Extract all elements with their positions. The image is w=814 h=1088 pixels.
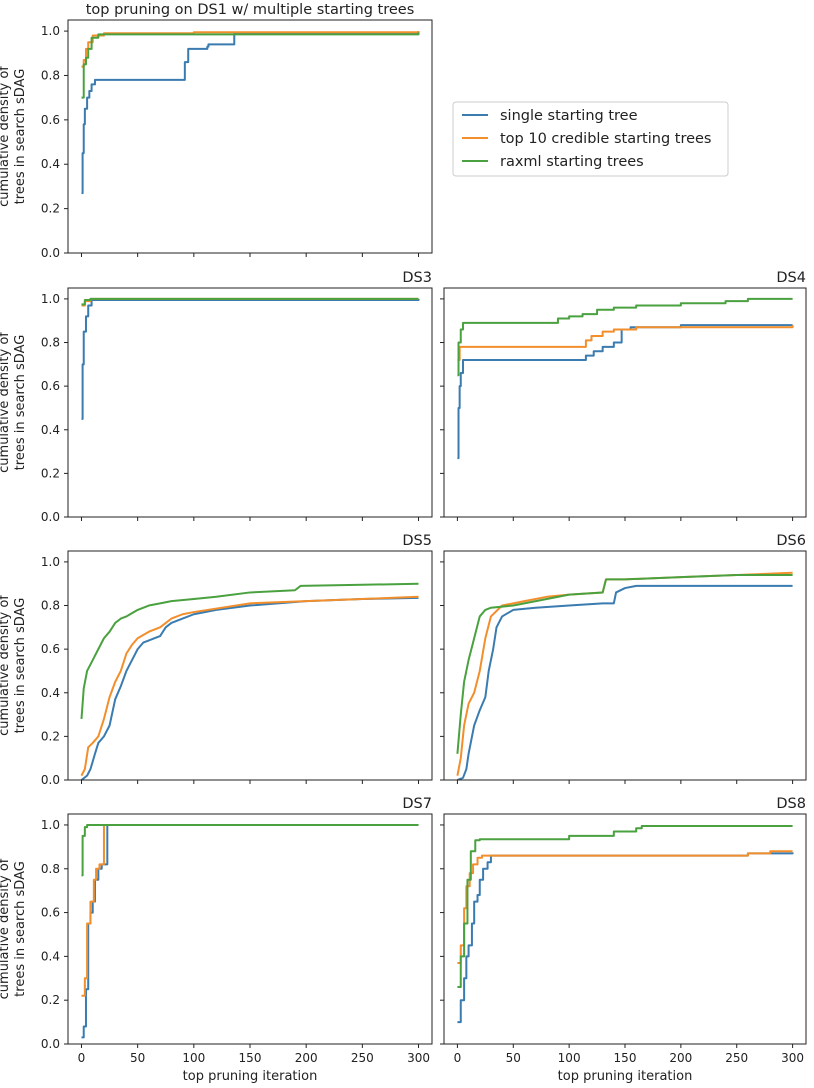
y-tick-label: 0.8	[41, 599, 60, 613]
panel-ds3: 0.0 0.2 0.4 0.6 0.8 1.0 DS3 cumulative density …	[0, 270, 433, 524]
y-axis-label-ds1: cumulative density oftrees in search sDA…	[0, 66, 28, 207]
x-tick-label: 200	[295, 1051, 318, 1065]
legend-label-single: single starting tree	[500, 108, 638, 124]
panel-ds4: DS4	[440, 270, 807, 521]
panel-title-ds5: DS5	[402, 533, 432, 549]
y-tick-label: 0.4	[41, 949, 60, 963]
panel-title-ds3: DS3	[402, 270, 432, 286]
panel-title-ds6: DS6	[776, 533, 806, 549]
series-single-line-ds3	[81, 298, 420, 420]
series-raxml-line-ds3	[81, 297, 419, 306]
x-tick-label: 250	[725, 1051, 748, 1065]
series-raxml-line-ds8	[457, 825, 793, 989]
x-axis-label-ds8: top pruning iteration	[558, 1069, 693, 1084]
series-single-line-ds7	[81, 823, 419, 1039]
panel-ds5: 0.0 0.2 0.4 0.6 0.8 1.0 DS5 cumulative density …	[0, 533, 433, 787]
series-single-line-ds5	[80, 596, 419, 780]
series-single-line-ds1	[81, 31, 420, 195]
legend: single starting tree top 10 credible sta…	[452, 101, 729, 177]
y-tick-label: 0.0	[41, 1037, 60, 1051]
y-tick-label: 1.0	[41, 24, 60, 38]
y-tick-label: 0.4	[41, 686, 60, 700]
x-tick-label: 150	[239, 1051, 262, 1065]
series-single-line-ds8	[457, 852, 794, 1024]
series-raxml-line-ds5	[80, 582, 419, 720]
panel-ds1: 0.0 0.2 0.4 0.6 0.8 1.0 top pruning on DS1 w/ …	[0, 2, 433, 260]
axes-frame-ds8	[443, 813, 807, 1045]
y-tick-label: 0.6	[41, 906, 60, 920]
series-top10-line-ds4	[457, 325, 794, 361]
y-tick-label: 0.6	[41, 379, 60, 393]
panel-title-ds7: DS7	[402, 796, 432, 812]
series-top10-line-ds6	[456, 571, 793, 776]
x-tick-label: 0	[454, 1051, 462, 1065]
x-tick-label: 150	[614, 1051, 637, 1065]
y-tick-label: 1.0	[41, 292, 60, 306]
series-raxml-line-ds4	[457, 297, 793, 377]
panel-ds7: 0.0 0.2 0.4 0.6 0.8 1.0 0 50 100 150 200 250 300 DS7 c…	[0, 796, 433, 1084]
x-tick-label: 100	[558, 1051, 581, 1065]
panel-title-ds8: DS8	[776, 796, 806, 812]
axes-frame-ds3	[67, 287, 433, 518]
y-tick-label: 0.6	[41, 113, 60, 127]
figure-title: top pruning on DS1 w/ multiple starting …	[86, 2, 415, 18]
y-tick-label: 1.0	[41, 818, 60, 832]
y-axis-label-ds7: cumulative density oftrees in search sDA…	[0, 858, 28, 999]
y-tick-label: 0.2	[41, 202, 60, 216]
series-raxml-line-ds6	[456, 573, 793, 754]
y-axis-label-ds3: cumulative density oftrees in search sDA…	[0, 332, 28, 473]
y-tick-label: 0.2	[41, 729, 60, 743]
x-tick-label: 200	[669, 1051, 692, 1065]
y-tick-label: 0.4	[41, 423, 60, 437]
series-single-line-ds4	[457, 324, 793, 460]
series-top10-line-ds7	[81, 823, 419, 997]
legend-label-raxml: raxml starting trees	[500, 154, 644, 170]
x-tick-label: 50	[130, 1051, 145, 1065]
series-raxml-line-ds7	[81, 823, 419, 877]
y-tick-label: 0.8	[41, 336, 60, 350]
y-axis-label-ds5: cumulative density oftrees in search sDA…	[0, 595, 28, 736]
x-tick-label: 0	[78, 1051, 86, 1065]
y-tick-label: 1.0	[41, 555, 60, 569]
panel-ds6: DS6	[440, 533, 807, 784]
series-raxml-line-ds1	[81, 32, 420, 99]
x-axis-label-ds7: top pruning iteration	[183, 1069, 318, 1084]
legend-frame	[452, 101, 729, 177]
x-tick-label: 300	[407, 1051, 430, 1065]
y-tick-label: 0.2	[41, 993, 60, 1007]
y-tick-label: 0.0	[41, 246, 60, 260]
x-tick-label: 250	[351, 1051, 374, 1065]
axes-frame-ds7	[67, 813, 433, 1045]
series-top10-line-ds8	[457, 850, 793, 964]
x-tick-label: 50	[506, 1051, 521, 1065]
y-tick-label: 0.8	[41, 862, 60, 876]
series-single-line-ds6	[457, 584, 793, 780]
panel-ds8: 0 50 100 150 200 250 300 DS8 top pruning iterati…	[440, 796, 807, 1084]
y-tick-label: 0.8	[41, 68, 60, 82]
axes-frame-ds1	[67, 19, 433, 254]
y-tick-label: 0.0	[41, 773, 60, 787]
y-tick-label: 0.0	[41, 510, 60, 524]
y-tick-label: 0.4	[41, 157, 60, 171]
series-top10-line-ds5	[80, 595, 419, 777]
x-tick-label: 300	[781, 1051, 804, 1065]
y-tick-label: 0.2	[41, 466, 60, 480]
x-tick-label: 100	[182, 1051, 205, 1065]
panel-title-ds4: DS4	[776, 270, 806, 286]
legend-label-top10: top 10 credible starting trees	[500, 131, 712, 147]
y-tick-label: 0.6	[41, 642, 60, 656]
series-top10-line-ds1	[81, 31, 420, 68]
